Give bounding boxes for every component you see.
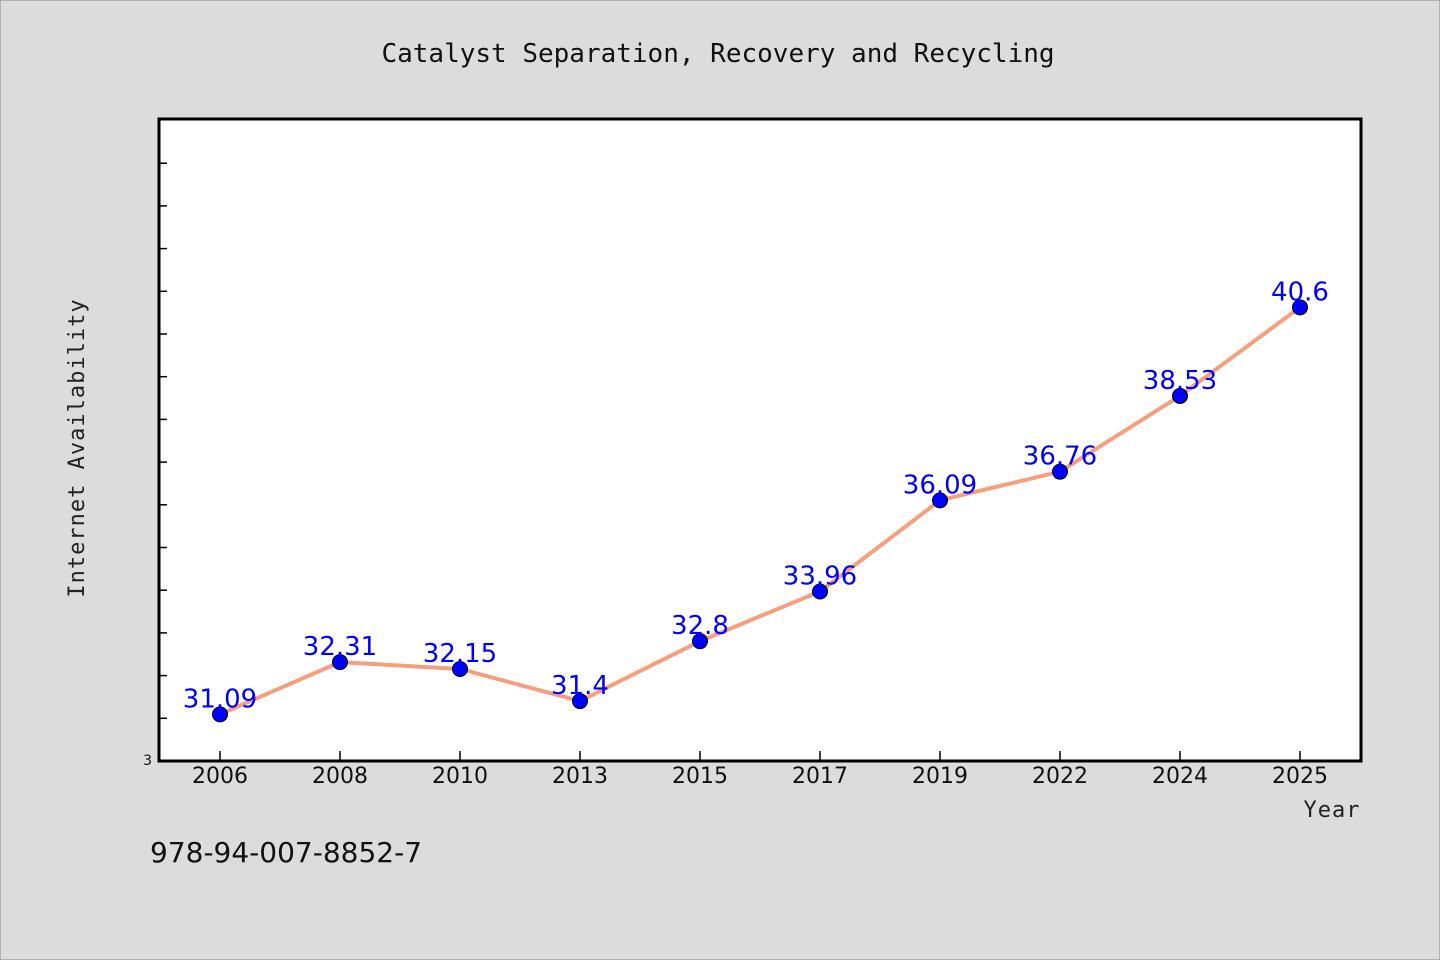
data-point (1052, 463, 1068, 480)
data-label: 32.15 (423, 639, 497, 669)
x-tick-label: 2013 (552, 764, 608, 789)
data-point (212, 706, 228, 723)
data-point (932, 492, 948, 509)
y-axis-ticks (159, 162, 167, 720)
x-axis-title: Year (1304, 798, 1361, 823)
footnote-isbn: 978-94-007-8852-7 (150, 836, 422, 869)
data-point (332, 654, 348, 671)
y-tick-label: 3 (143, 753, 152, 769)
x-tick-label: 2008 (312, 764, 368, 789)
x-tick-label: 2022 (1032, 764, 1088, 789)
y-axis-title: Internet Availability (65, 298, 90, 597)
x-tick-label: 2025 (1272, 764, 1328, 789)
x-tick-label: 2010 (432, 764, 488, 789)
chart-title: Catalyst Separation, Recovery and Recycl… (381, 39, 1054, 69)
data-label: 36.76 (1023, 442, 1097, 472)
data-point (1292, 299, 1308, 316)
x-tick-label: 2017 (792, 764, 848, 789)
x-tick-label: 2015 (672, 764, 728, 789)
x-axis-ticks (219, 751, 1301, 761)
data-point (1172, 387, 1188, 404)
x-tick-label: 2019 (912, 764, 968, 789)
plot-area (157, 117, 1363, 763)
x-tick-label: 2006 (192, 764, 248, 789)
x-tick-label: 2024 (1152, 764, 1208, 789)
series-line (218, 305, 1302, 717)
series-layer (212, 299, 1308, 723)
x-tick-labels-layer: 2006 2008 2010 2013 2015 2017 2019 2022 2024 2025 (192, 764, 1328, 789)
data-label: 31.4 (551, 671, 609, 701)
data-label: 32.31 (303, 632, 377, 662)
data-point (692, 633, 708, 650)
data-point (812, 583, 828, 600)
data-labels-layer: 31.09 32.31 32.15 31.4 32.8 33.96 36.09 36.76 38… (183, 277, 1329, 714)
data-label: 33.96 (783, 562, 857, 592)
data-label: 36.09 (903, 470, 977, 500)
data-point (452, 660, 468, 677)
data-point (572, 693, 588, 710)
data-label: 32.8 (671, 611, 729, 641)
data-label: 31.09 (183, 684, 257, 714)
data-label: 38.53 (1143, 366, 1217, 396)
data-label: 40.6 (1271, 277, 1329, 307)
